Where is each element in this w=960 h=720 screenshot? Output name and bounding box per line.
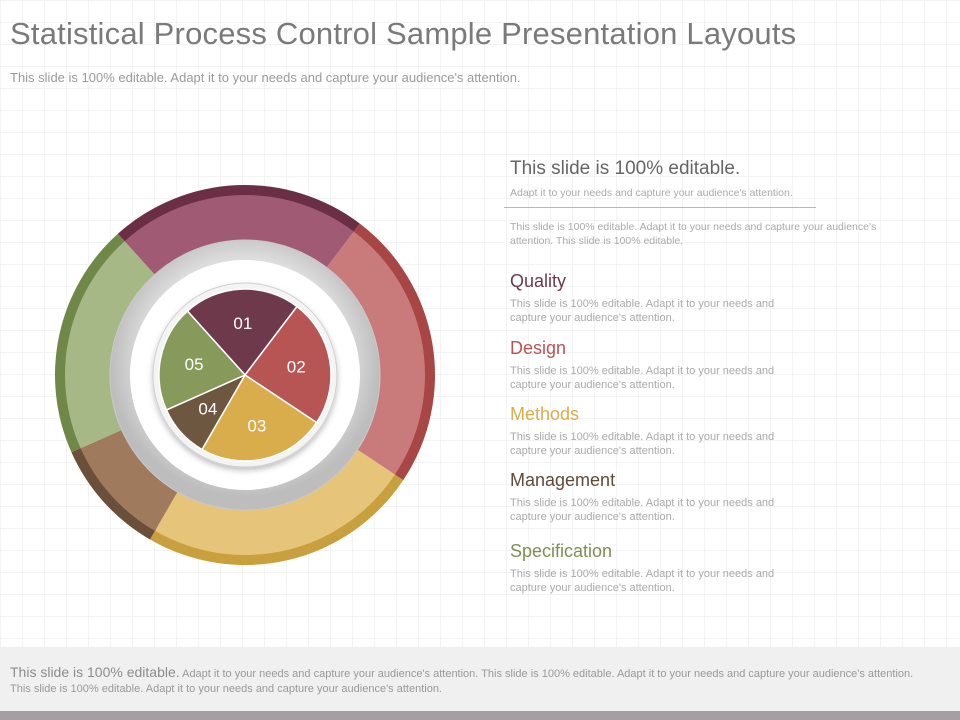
item-title-specification: Specification — [510, 541, 613, 561]
item-quality: Quality This slide is 100% editable. Ada… — [510, 271, 830, 325]
item-specification: Specification This slide is 100% editabl… — [510, 541, 830, 595]
item-desc-quality: This slide is 100% editable. Adapt it to… — [510, 298, 775, 324]
item-desc-specification: This slide is 100% editable. Adapt it to… — [510, 568, 775, 594]
pie-slice-01 — [186, 288, 299, 377]
footer: This slide is 100% editable. Adapt it to… — [0, 647, 960, 711]
footer-body: Adapt it to your needs and capture your … — [10, 668, 914, 695]
donut-diagram: 01 02 03 04 05 — [55, 185, 436, 565]
outer-ring-edge-01 — [117, 185, 360, 243]
item-title-design: Design — [510, 338, 567, 358]
pie-slice-label-04: 04 — [198, 399, 217, 418]
page-subtitle: This slide is 100% editable. Adapt it to… — [10, 70, 521, 85]
item-title-methods: Methods — [510, 404, 580, 424]
item-desc-methods: This slide is 100% editable. Adapt it to… — [510, 431, 775, 457]
inner-pie: 01 02 03 04 05 — [158, 288, 332, 462]
item-title-quality: Quality — [510, 271, 567, 291]
panel-heading: This slide is 100% editable. — [510, 158, 741, 179]
item-desc-design: This slide is 100% editable. Adapt it to… — [510, 365, 775, 391]
item-title-management: Management — [510, 470, 616, 490]
pie-slice-label-05: 05 — [185, 355, 204, 374]
pie-slice-label-03: 03 — [247, 417, 266, 436]
item-methods: Methods This slide is 100% editable. Ada… — [510, 404, 830, 458]
page-title: Statistical Process Control Sample Prese… — [10, 16, 797, 51]
pie-slice-label-01: 01 — [233, 314, 252, 333]
item-design: Design This slide is 100% editable. Adap… — [510, 338, 830, 392]
outer-ring-segment-05 — [64, 241, 159, 449]
footer-lead: This slide is 100% editable. — [10, 664, 180, 680]
pie-slice-05 — [158, 310, 247, 411]
info-panel: This slide is 100% editable. Adapt it to… — [504, 158, 890, 248]
pie-slice-03 — [200, 373, 318, 462]
panel-subheading: Adapt it to your needs and capture your … — [510, 187, 793, 199]
panel-description: This slide is 100% editable. Adapt it to… — [510, 221, 877, 247]
pie-slice-02 — [243, 305, 332, 424]
item-desc-management: This slide is 100% editable. Adapt it to… — [510, 497, 775, 523]
pie-slice-label-02: 02 — [287, 357, 306, 376]
outer-ring-segment-04 — [80, 427, 180, 531]
panel-divider — [504, 207, 816, 208]
footer-text: This slide is 100% editable. Adapt it to… — [10, 665, 930, 697]
bottom-bar — [0, 711, 960, 720]
item-management: Management This slide is 100% editable. … — [510, 470, 830, 524]
